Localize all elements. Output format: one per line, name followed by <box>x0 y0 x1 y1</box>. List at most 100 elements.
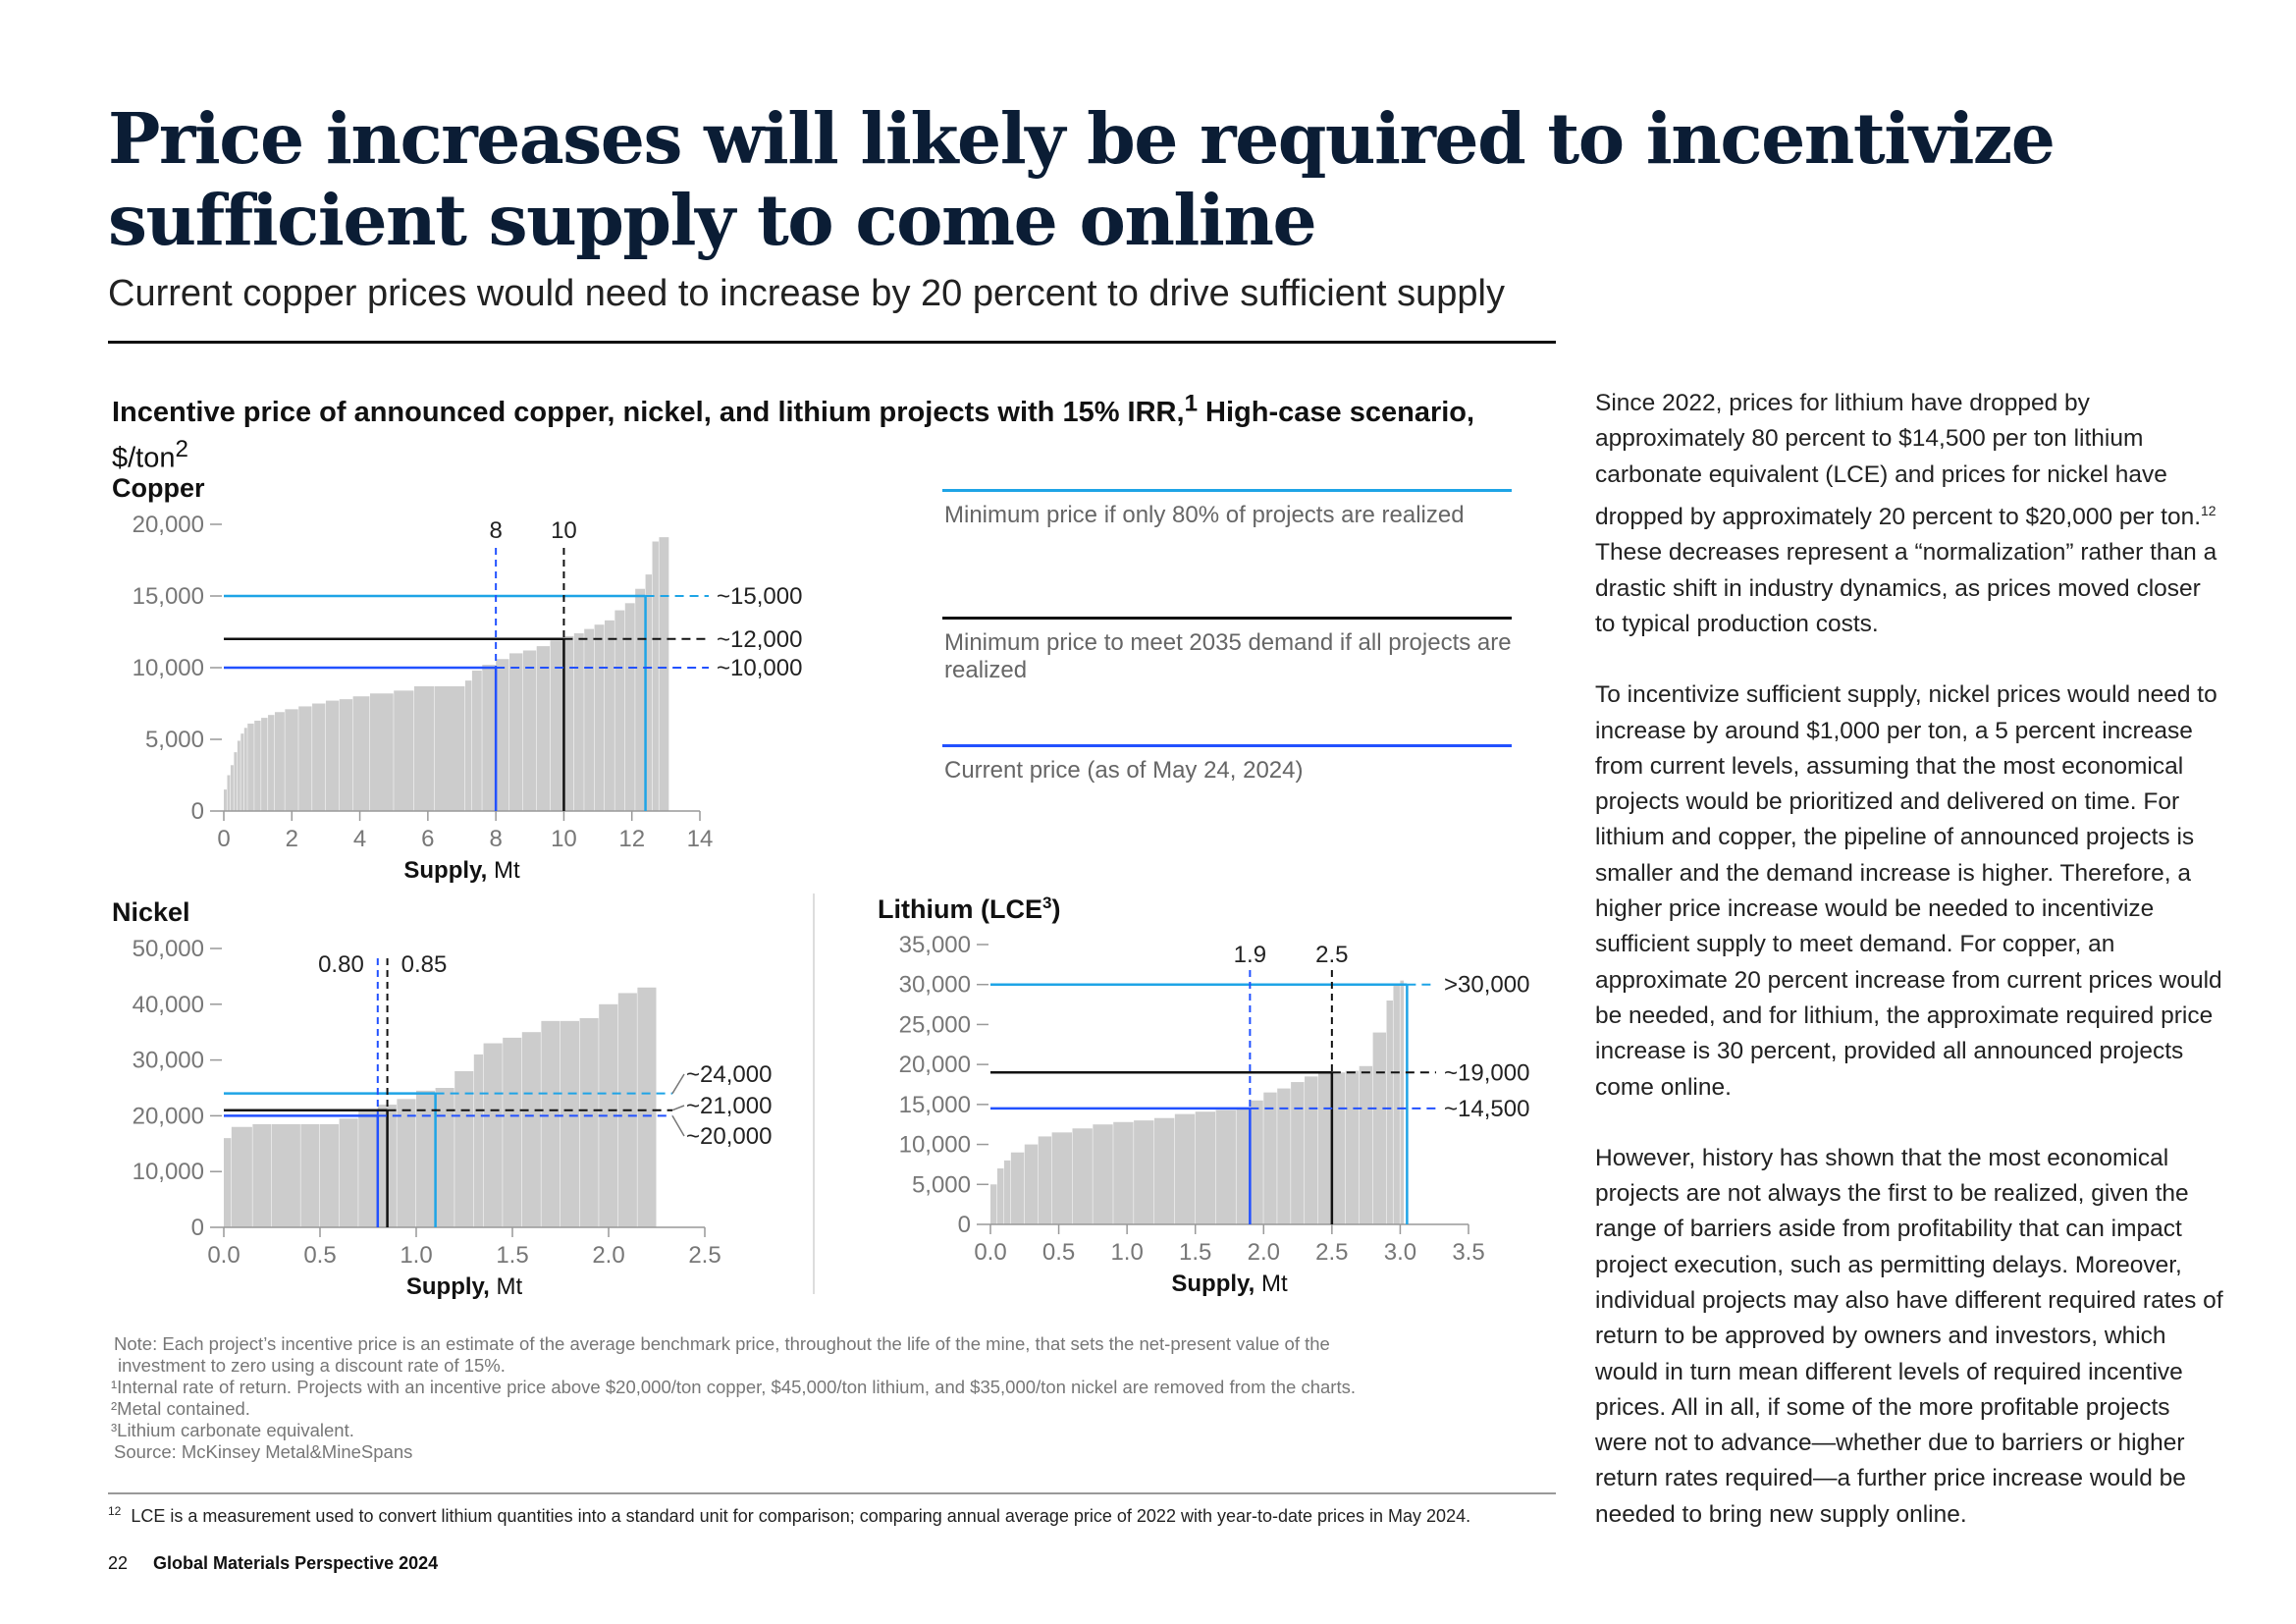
marker-label: 2.5 <box>1315 942 1348 968</box>
supply-bar <box>496 659 509 811</box>
x-tick-label: 0.5 <box>303 1242 336 1269</box>
x-tick-label: 0 <box>217 826 230 852</box>
supply-bar <box>454 1070 474 1227</box>
x-tick-label: 2.5 <box>1315 1239 1348 1266</box>
x-tick-label: 1.5 <box>496 1242 528 1269</box>
nickel-chart: 0 10,000 20,000 30,000 40,000 50,000 0.0 0.5 1.0… <box>133 936 773 1300</box>
label-leader <box>671 1115 685 1137</box>
x-tick-label: 8 <box>489 826 502 852</box>
supply-bar <box>1305 1076 1318 1224</box>
marker-label: 0.85 <box>401 951 448 978</box>
x-tick-label: 3.0 <box>1384 1239 1416 1266</box>
copper-chart: 0 5,000 10,000 15,000 20,000 0 2 4 6 8 10 12 14 Suppl… <box>133 512 803 884</box>
supply-bar <box>339 699 353 811</box>
supply-bar <box>231 1126 252 1227</box>
y-tick-label: 5,000 <box>912 1171 971 1198</box>
supply-bar <box>435 1088 454 1227</box>
chart-heading-main: Incentive price of announced copper, nic… <box>112 396 1185 428</box>
supply-bar <box>573 632 584 811</box>
x-tick-label: 0.0 <box>207 1242 240 1269</box>
y-tick-label: 10,000 <box>133 1159 204 1185</box>
y-tick-label: 40,000 <box>133 992 204 1018</box>
supply-bar <box>234 752 238 811</box>
footnote-12-text: LCE is a measurement used to convert lit… <box>131 1506 1471 1526</box>
y-tick-label: 0 <box>191 798 204 825</box>
y-tick-label: 50,000 <box>133 936 204 962</box>
supply-bar <box>1024 1144 1039 1224</box>
supply-bar <box>550 640 563 811</box>
supply-bar <box>312 703 326 811</box>
page-title: Price increases will likely be required … <box>108 97 2056 261</box>
x-axis-label-bold: Supply, <box>406 1273 490 1300</box>
supply-bar <box>536 646 551 811</box>
legend-min2035-text: Minimum price to meet 2035 demand if all… <box>944 629 1512 683</box>
price-label: >30,000 <box>1444 972 1529 999</box>
marker-label: 8 <box>489 517 502 544</box>
supply-bar <box>227 775 231 811</box>
supply-bar <box>471 670 482 811</box>
supply-bar <box>584 628 595 811</box>
supply-bar <box>1215 1110 1236 1224</box>
y-tick-label: 30,000 <box>899 972 971 999</box>
supply-bar <box>1393 984 1400 1224</box>
supply-bar <box>614 610 625 811</box>
supply-bar <box>1277 1088 1291 1224</box>
chart-heading-suffix: High-case scenario, <box>1198 396 1475 428</box>
chart-heading-unit: $/ton <box>112 442 176 474</box>
supply-bar <box>300 1123 320 1227</box>
supply-bar <box>268 715 275 811</box>
supply-bar <box>1331 1072 1346 1224</box>
sidebar-p1-sup: 12 <box>2201 502 2216 518</box>
x-tick-label: 10 <box>551 826 577 852</box>
lithium-chart: 0 5,000 10,000 15,000 20,000 25,000 30,000 35,0… <box>899 932 1530 1297</box>
footnote-12: 12 LCE is a measurement used to convert l… <box>108 1504 1470 1527</box>
lithium-label-suffix: ) <box>1051 894 1061 924</box>
supply-bar <box>237 740 240 811</box>
supply-bar <box>1250 1100 1263 1224</box>
supply-bar <box>521 1032 541 1227</box>
legend-min2035-line <box>942 617 1512 620</box>
y-tick-label: 10,000 <box>899 1132 971 1159</box>
supply-bar <box>261 718 268 811</box>
x-axis-label-unit: Mt <box>490 1273 523 1300</box>
y-tick-label: 30,000 <box>133 1048 204 1074</box>
lithium-panel-label: Lithium (LCE3) <box>878 893 1060 925</box>
y-tick-label: 20,000 <box>133 512 204 538</box>
supply-bar <box>563 635 574 811</box>
x-tick-label: 2 <box>286 826 298 852</box>
sidebar-text: Since 2022, prices for lithium have drop… <box>1595 386 2223 1568</box>
footnote-1: ¹Internal rate of return. Projects with … <box>111 1377 1356 1397</box>
x-axis-label-bold: Supply, <box>1171 1271 1255 1297</box>
label-leader <box>671 1073 685 1095</box>
y-tick-label: 0 <box>191 1215 204 1241</box>
x-axis-label: Supply, Mt <box>1171 1271 1288 1297</box>
y-tick-label: 0 <box>958 1212 971 1238</box>
legend-current-text: Current price (as of May 24, 2024) <box>944 757 1304 784</box>
supply-bar <box>252 1123 272 1227</box>
supply-bar <box>1072 1128 1093 1224</box>
marker-label: 0.80 <box>318 951 364 978</box>
supply-bar <box>1134 1120 1154 1224</box>
supply-bar <box>285 709 298 811</box>
x-tick-label: 2.0 <box>1248 1239 1280 1266</box>
x-tick-label: 2.0 <box>592 1242 624 1269</box>
page-number: 22 <box>108 1553 129 1573</box>
supply-bar <box>645 574 652 811</box>
x-tick-label: 1.0 <box>1110 1239 1143 1266</box>
x-axis-label-unit: Mt <box>487 857 520 884</box>
supply-bar <box>637 987 657 1227</box>
x-tick-label: 4 <box>353 826 366 852</box>
supply-bar <box>1236 1108 1250 1224</box>
page-subtitle: Current copper prices would need to incr… <box>108 273 1505 314</box>
x-tick-label: 1.5 <box>1179 1239 1211 1266</box>
x-tick-label: 0.0 <box>974 1239 1006 1266</box>
chart-heading: Incentive price of announced copper, nic… <box>112 385 1555 476</box>
supply-bar <box>394 690 414 811</box>
copper-panel-label: Copper <box>112 473 205 503</box>
supply-bar <box>1317 1072 1332 1224</box>
supply-bar <box>1359 1065 1373 1224</box>
x-axis-label-unit: Mt <box>1255 1271 1288 1297</box>
sidebar-paragraph-1: Since 2022, prices for lithium have drop… <box>1595 386 2223 642</box>
supply-bar <box>599 1003 618 1227</box>
sidebar-p1-text: Since 2022, prices for lithium have drop… <box>1595 390 2201 531</box>
